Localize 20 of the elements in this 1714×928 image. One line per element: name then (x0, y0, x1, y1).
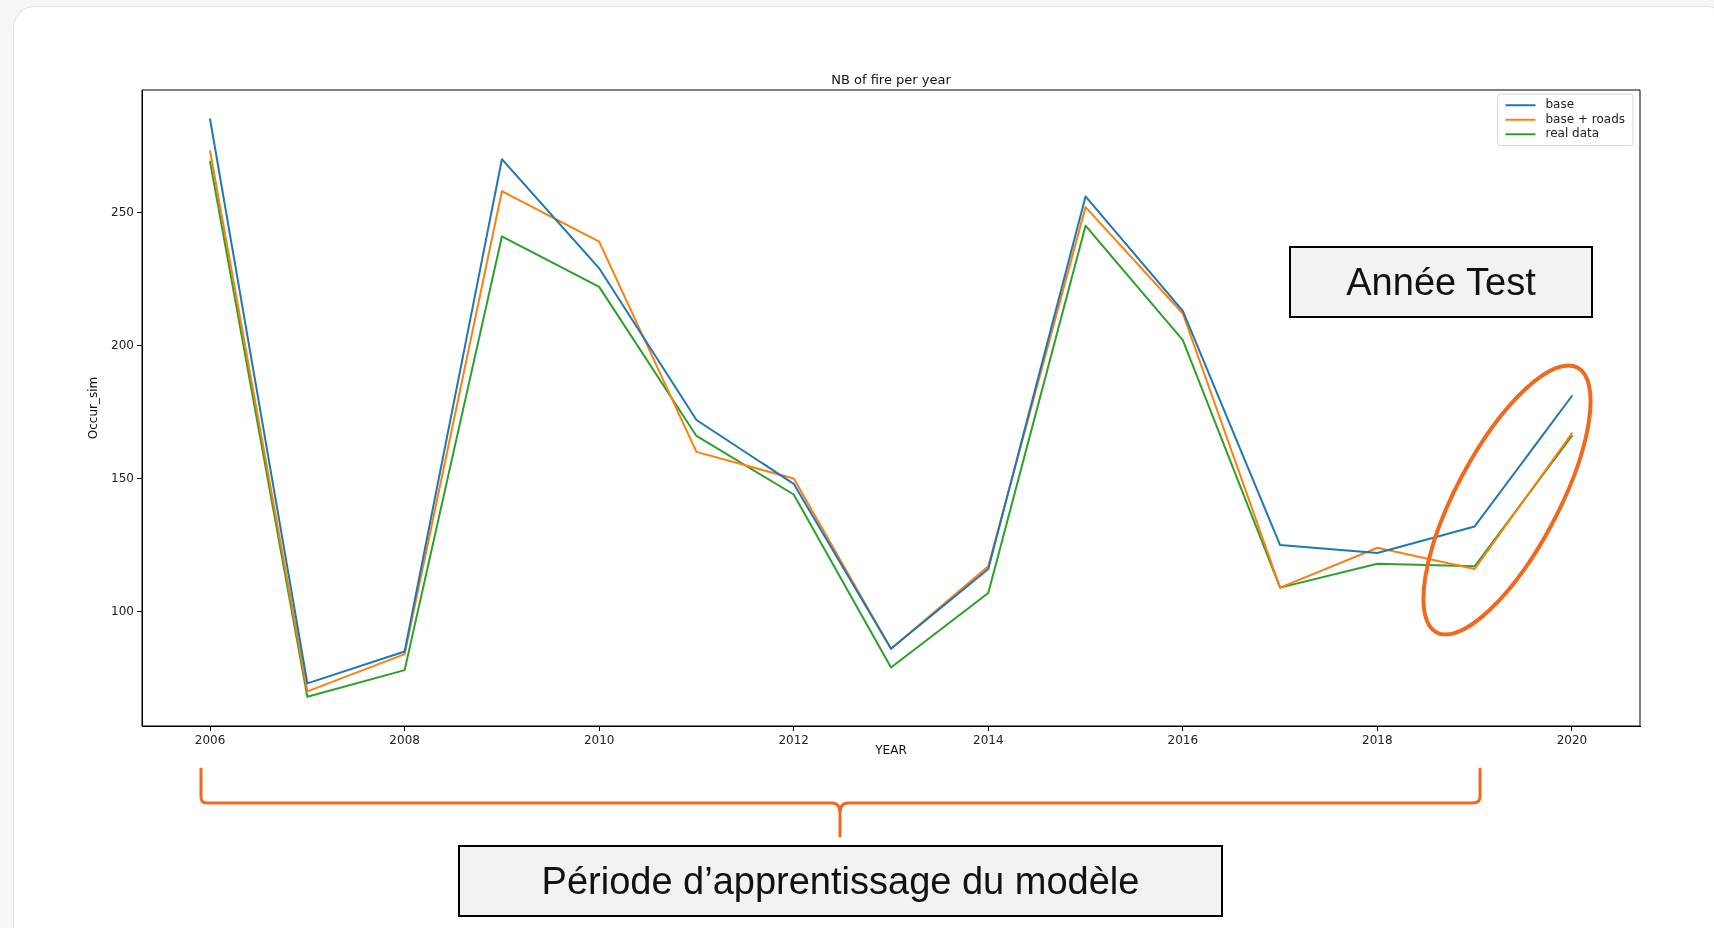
y-tick-label: 250 (111, 204, 134, 219)
x-tick-label: 2018 (1362, 733, 1393, 748)
y-tick-label: 100 (111, 603, 134, 618)
x-tick-label: 2008 (389, 733, 420, 748)
annotation: Année Test (1346, 260, 1536, 304)
x-tick-label: 2016 (1167, 733, 1199, 748)
legend-label: base + roads (1545, 111, 1626, 126)
y-tick-label: 200 (111, 337, 134, 352)
y-tick-label: 150 (111, 470, 134, 485)
text: Période d’apprentissage du modèle (541, 859, 1140, 903)
x-tick-label: 2014 (973, 733, 1004, 748)
legend-label: base (1545, 97, 1575, 112)
chart-title: NB of fire per year (831, 72, 952, 87)
x-tick-label: 2006 (194, 733, 226, 748)
legend-label: real data (1545, 126, 1600, 141)
x-axis-title: YEAR (874, 742, 907, 757)
x-tick-label: 2020 (1556, 733, 1588, 748)
y-axis-title: Occur_sim (86, 376, 101, 440)
x-tick-label: 2012 (778, 733, 809, 748)
x-tick-label: 2010 (583, 733, 615, 748)
